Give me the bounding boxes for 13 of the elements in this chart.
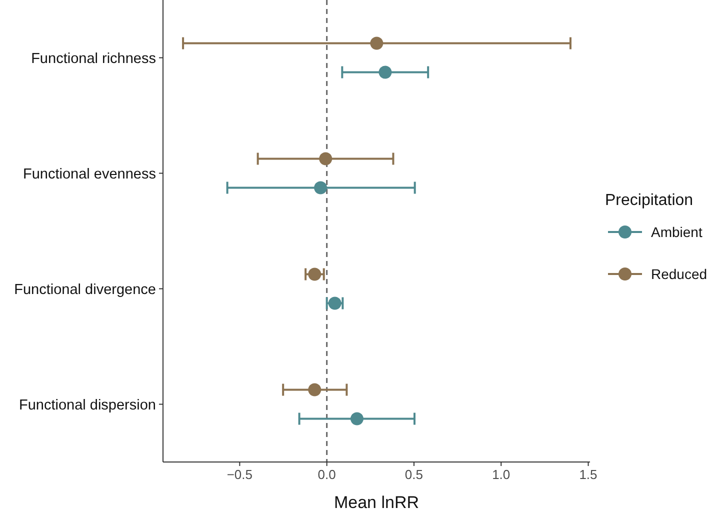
x-axis-title: Mean lnRR — [334, 493, 420, 512]
legend-label: Reduced — [651, 266, 708, 282]
x-tick-label: 0.5 — [404, 467, 424, 482]
x-tick-label: −0.5 — [226, 467, 253, 482]
legend-title: Precipitation — [605, 192, 694, 209]
y-tick-label: Functional dispersion — [18, 397, 156, 414]
y-tick-label: Functional divergence — [14, 282, 156, 298]
y-tick-label: Functional richness — [31, 50, 156, 67]
x-tick-label: 1.0 — [492, 467, 510, 482]
y-tick-label: Functional evenness — [23, 166, 156, 182]
x-tick-label: 1.5 — [579, 467, 598, 482]
legend-label: Ambient — [651, 224, 702, 240]
x-tick-label: 0.0 — [318, 467, 336, 482]
